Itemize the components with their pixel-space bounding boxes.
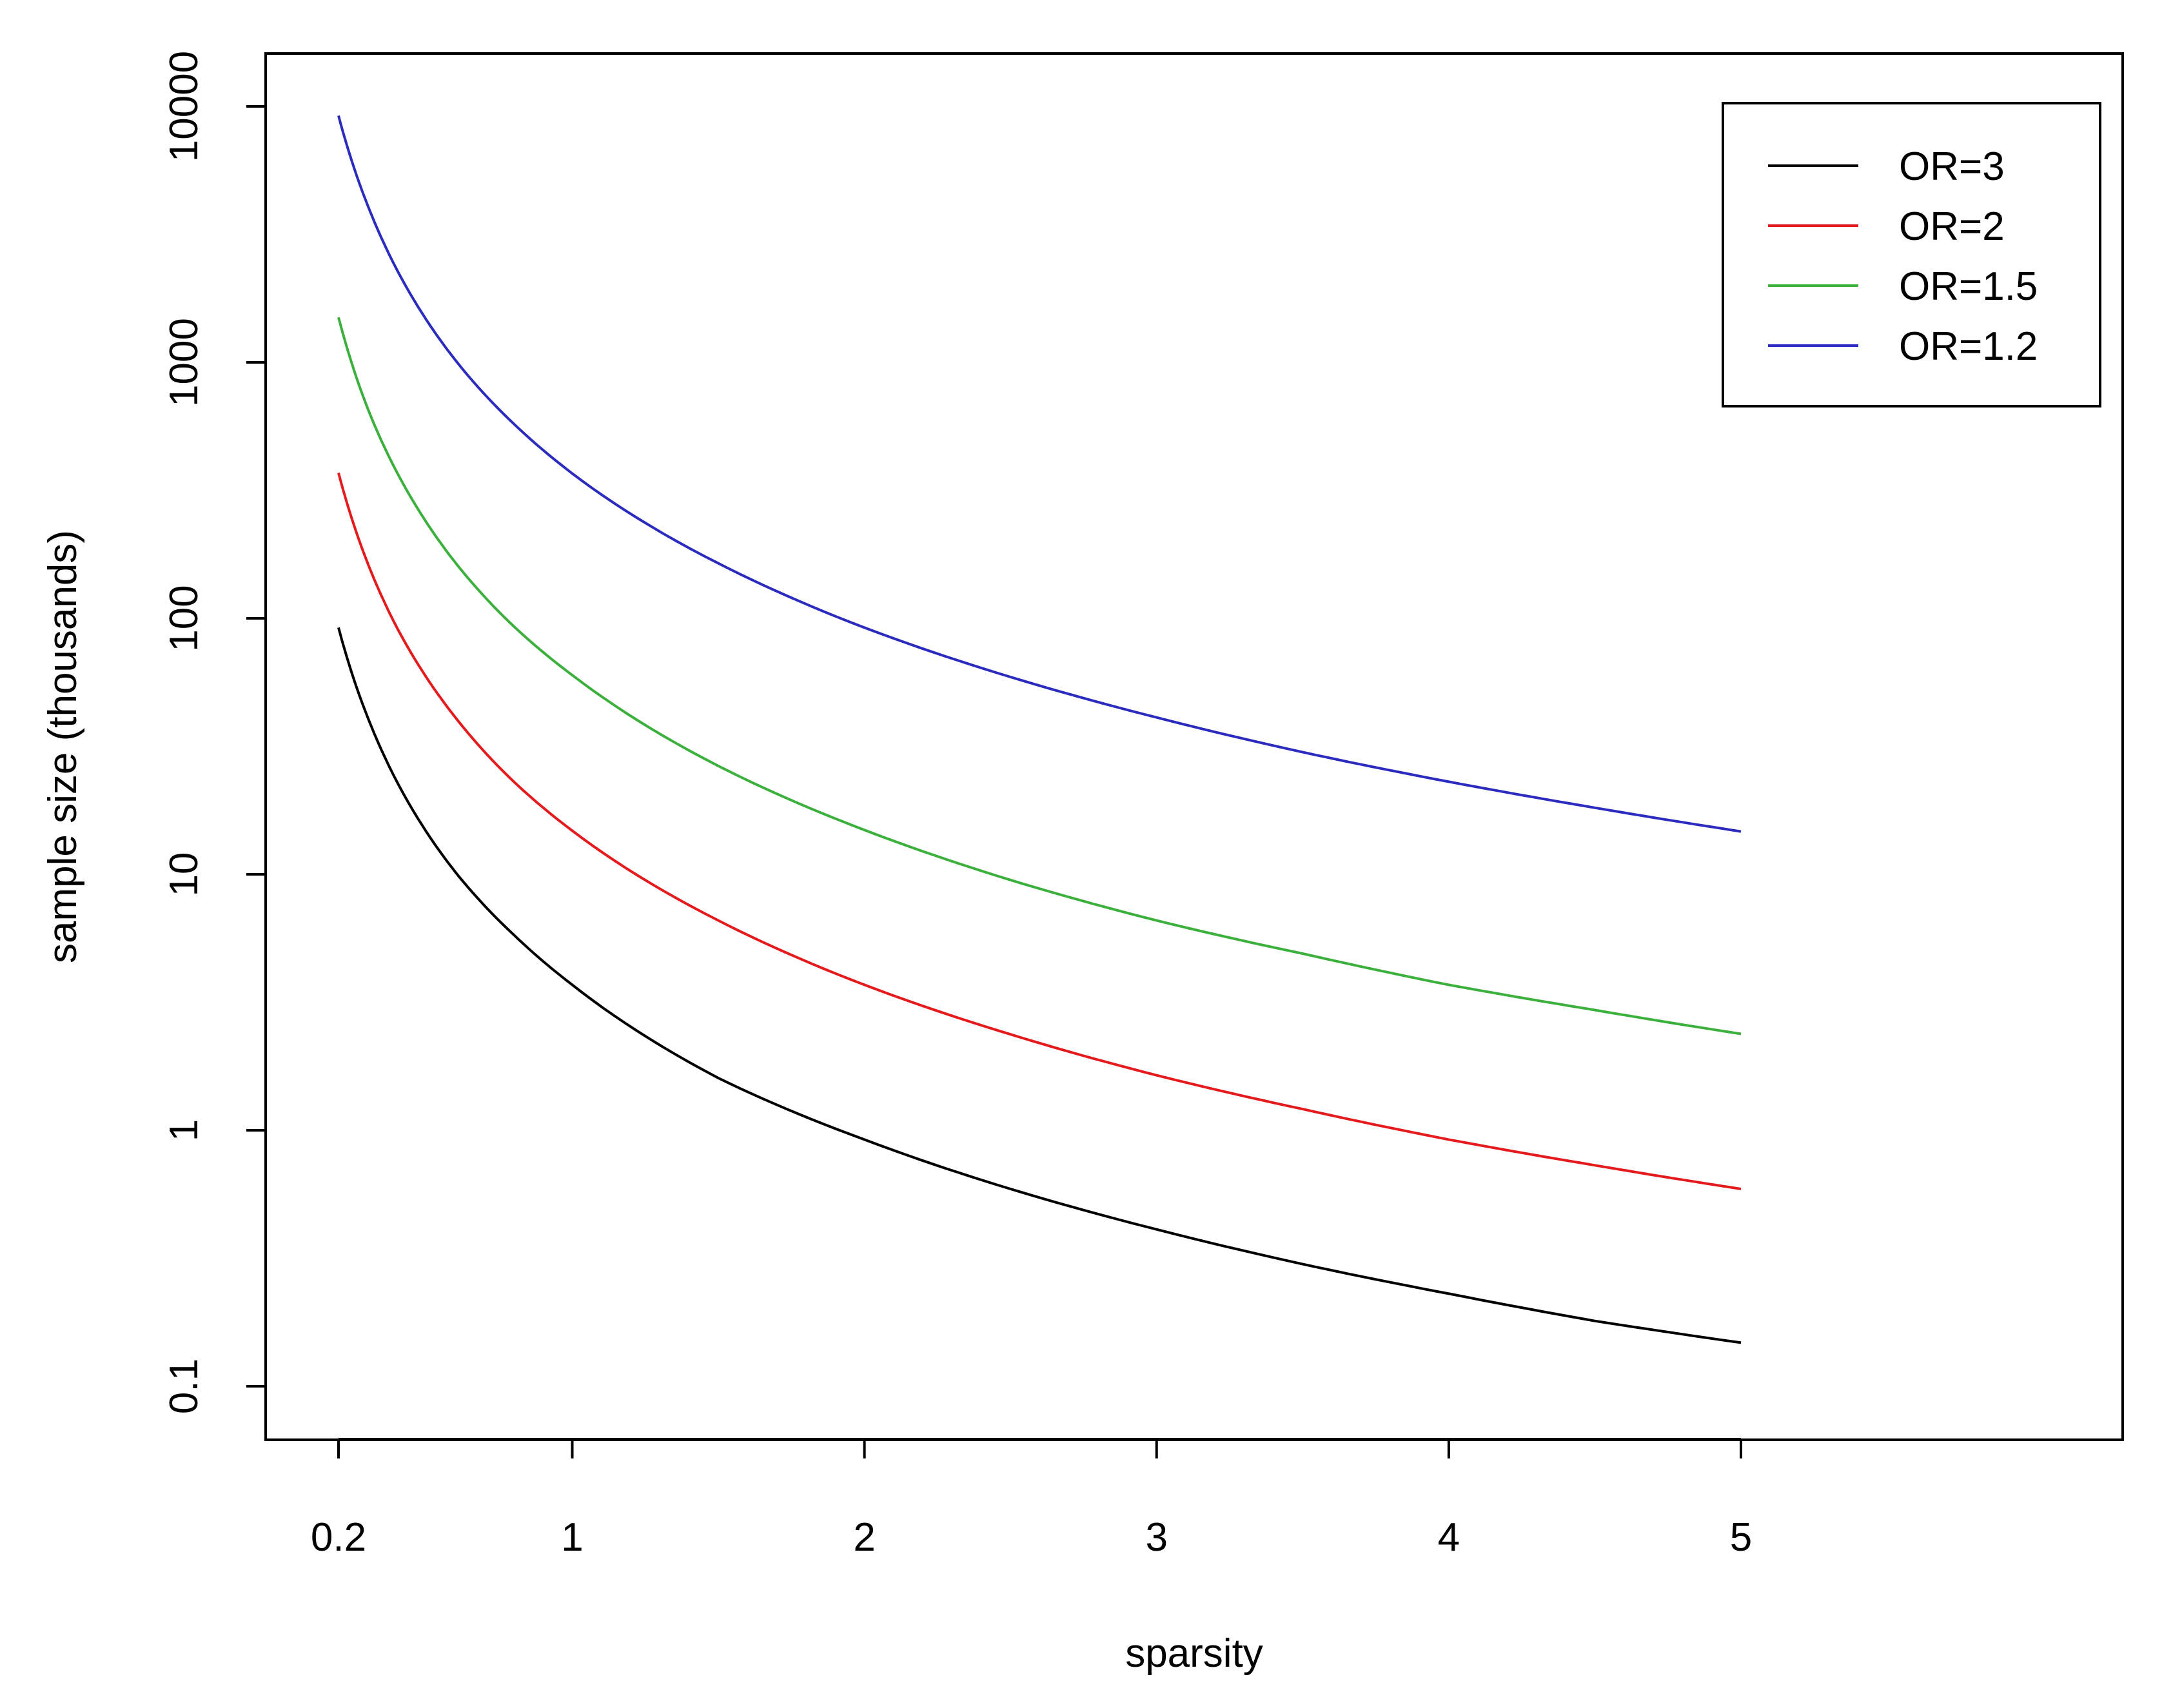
x-axis: 0.2 1 2 3 4 5 [311, 1438, 1752, 1560]
legend-box [1722, 102, 2101, 407]
x-tick-label: 3 [1146, 1515, 1168, 1560]
x-tick-label: 2 [853, 1515, 875, 1560]
legend-label: OR=3 [1899, 144, 2005, 189]
y-tick-label: 100 [162, 585, 206, 651]
y-axis: 0.1 1 10 100 1000 10000 [162, 51, 267, 1414]
legend-label: OR=1.5 [1899, 264, 2038, 309]
y-tick-label: 0.1 [162, 1359, 206, 1414]
y-axis-title: sample size (thousands) [41, 530, 85, 963]
x-axis-title: sparsity [1125, 1631, 1263, 1676]
series-line-2 [337, 317, 1742, 1036]
legend-label: OR=2 [1899, 204, 2005, 249]
y-tick-label: 10000 [162, 51, 206, 162]
y-tick-label: 10 [162, 852, 206, 897]
series-line-3 [337, 115, 1742, 833]
series-lines [337, 115, 1742, 1344]
x-tick-label: 0.2 [311, 1515, 366, 1560]
x-tick-label: 4 [1438, 1515, 1460, 1560]
series-line-0 [337, 627, 1742, 1344]
y-tick-label: 1000 [162, 318, 206, 407]
x-tick-label: 5 [1730, 1515, 1752, 1560]
series-line-1 [337, 472, 1742, 1190]
legend: OR=3 OR=2 OR=1.5 OR=1.2 [1722, 102, 2101, 407]
y-tick-label: 1 [162, 1119, 206, 1141]
legend-label: OR=1.2 [1899, 324, 2038, 369]
x-tick-label: 1 [561, 1515, 583, 1560]
